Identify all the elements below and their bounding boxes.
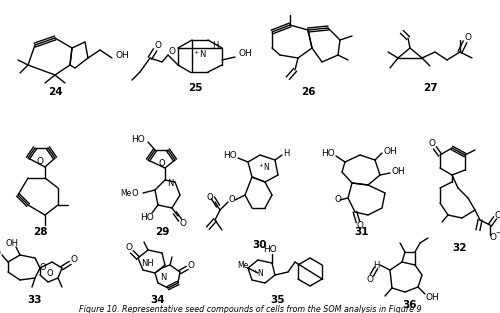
Text: Me: Me xyxy=(120,188,132,198)
Text: O: O xyxy=(180,219,186,228)
Text: O: O xyxy=(464,33,471,42)
Text: O: O xyxy=(36,157,44,167)
Text: 27: 27 xyxy=(422,83,438,93)
Text: O: O xyxy=(40,264,46,273)
Text: O: O xyxy=(70,255,78,264)
Text: Figure 10. Representative seed compounds of cells from the SOM analysis in Figur: Figure 10. Representative seed compounds… xyxy=(78,305,422,313)
Text: O: O xyxy=(168,48,175,57)
Text: OH: OH xyxy=(383,146,397,156)
Text: O: O xyxy=(158,158,166,167)
Text: N: N xyxy=(160,274,166,283)
Text: O: O xyxy=(428,140,436,148)
Text: NH: NH xyxy=(142,259,154,268)
Text: O: O xyxy=(188,260,194,269)
Text: HO: HO xyxy=(131,136,145,145)
Text: 31: 31 xyxy=(355,227,369,237)
Text: O: O xyxy=(356,222,364,230)
Text: O: O xyxy=(366,275,374,284)
Text: O: O xyxy=(46,269,54,279)
Text: $^+$N: $^+$N xyxy=(257,161,271,173)
Text: 24: 24 xyxy=(48,87,62,97)
Text: O: O xyxy=(126,244,132,253)
Text: HO: HO xyxy=(321,150,335,158)
Text: 35: 35 xyxy=(271,295,285,305)
Text: 28: 28 xyxy=(33,227,47,237)
Text: 25: 25 xyxy=(188,83,202,93)
Text: OH: OH xyxy=(425,293,439,301)
Text: 36: 36 xyxy=(403,300,417,310)
Text: OH: OH xyxy=(115,50,129,59)
Text: HO: HO xyxy=(0,249,2,258)
Text: H: H xyxy=(373,260,379,269)
Text: O: O xyxy=(228,196,235,204)
Text: $^-$: $^-$ xyxy=(494,230,500,240)
Text: 26: 26 xyxy=(301,87,316,97)
Text: HO: HO xyxy=(263,245,277,254)
Text: 30: 30 xyxy=(253,240,267,250)
Text: HO: HO xyxy=(223,151,237,161)
Text: 29: 29 xyxy=(155,227,169,237)
Text: OH: OH xyxy=(238,49,252,59)
Text: N: N xyxy=(167,178,173,187)
Text: OH: OH xyxy=(391,167,405,177)
Text: O: O xyxy=(206,192,214,202)
Text: H: H xyxy=(212,42,218,50)
Text: 33: 33 xyxy=(28,295,42,305)
Text: O: O xyxy=(132,188,138,198)
Text: OH: OH xyxy=(6,239,18,249)
Text: H: H xyxy=(283,148,289,157)
Text: O: O xyxy=(494,211,500,219)
Text: O: O xyxy=(154,42,162,50)
Text: O: O xyxy=(490,233,496,243)
Text: $^+$N: $^+$N xyxy=(192,48,208,60)
Text: HO: HO xyxy=(140,213,154,223)
Text: O: O xyxy=(334,196,342,204)
Text: Me: Me xyxy=(238,260,248,269)
Text: $^+$N: $^+$N xyxy=(251,267,265,279)
Text: 32: 32 xyxy=(453,243,467,253)
Text: 34: 34 xyxy=(150,295,166,305)
